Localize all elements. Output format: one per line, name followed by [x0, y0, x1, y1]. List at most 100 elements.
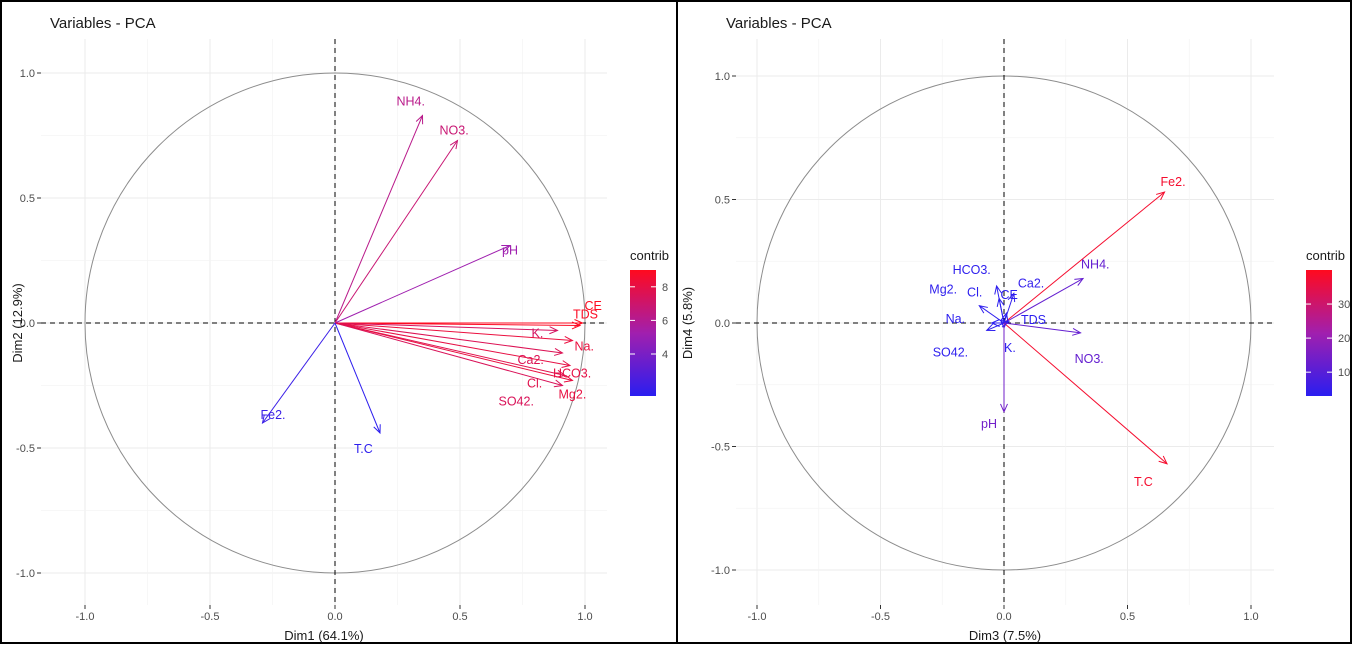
variable-label: SO42. — [499, 395, 534, 409]
loading-arrow — [998, 298, 1005, 324]
loading-arrow — [334, 322, 381, 434]
variable-label: Fe2. — [261, 408, 286, 422]
arrow-head — [563, 374, 574, 383]
loading-arrow — [334, 322, 571, 366]
variable-label: K. — [532, 327, 544, 341]
variable-label: TDS — [573, 308, 598, 322]
loading-arrow — [979, 305, 1005, 324]
chart-title: Variables - PCA — [726, 15, 832, 32]
arrow-head — [415, 114, 424, 125]
variable-label: Mg2. — [559, 388, 587, 402]
x-axis-label: Dim3 (7.5%) — [969, 628, 1041, 643]
chart-panel-right: Variables - PCA -1.0 -0.5 0.0 0.5 1.0 1.0 0.5 0.… — [676, 0, 1352, 644]
variable-label: NH4. — [397, 95, 425, 109]
legend-colorbar — [630, 270, 656, 396]
chart-panel-left: Variables - PCA -1.0 -0.5 0.0 0.5 1.0 1.0 0.5 0.… — [0, 0, 678, 644]
y-axis-label: Dim2 (12.9%) — [10, 283, 25, 362]
arrow-head — [261, 414, 271, 425]
legend-tick-label: 6 — [662, 315, 668, 327]
arrow-head — [553, 379, 564, 388]
loading-arrow — [334, 245, 511, 324]
legend-colorbar — [1306, 270, 1332, 396]
variable-label: NH4. — [1081, 258, 1109, 272]
arrow-head — [561, 360, 572, 369]
y-axis-label: Dim4 (5.8%) — [680, 287, 695, 359]
variable-label: CE — [585, 299, 602, 313]
loading-arrow — [1003, 191, 1165, 324]
variable-label: Na. — [575, 340, 594, 354]
arrow-head — [553, 348, 564, 356]
legend-tick-label: 8 — [662, 282, 668, 294]
x-tick-label: 0.0 — [327, 611, 342, 623]
variable-label: CE — [1000, 288, 1017, 302]
y-tick-label: -1.0 — [16, 568, 35, 580]
variable-label: T.C — [1134, 475, 1153, 489]
variable-label: SO42. — [933, 345, 968, 359]
loading-arrow — [334, 322, 581, 326]
arrow-head — [549, 326, 559, 335]
loading-arrow — [1003, 322, 1168, 465]
x-tick-label: 1.0 — [1243, 611, 1258, 623]
y-tick-label: 0.5 — [20, 193, 35, 205]
loading-arrow — [1003, 278, 1084, 324]
y-tick-label: 0.0 — [20, 318, 35, 330]
x-tick-label: 1.0 — [577, 611, 592, 623]
arrow-head — [1072, 327, 1082, 336]
variable-label: Mg2. — [929, 283, 957, 297]
legend-tick-label: 20 — [1338, 333, 1350, 345]
x-tick-label: -0.5 — [871, 611, 890, 623]
variable-label: TDS — [1021, 313, 1046, 327]
x-tick-label: 0.0 — [996, 611, 1011, 623]
y-tick-label: 1.0 — [20, 68, 35, 80]
y-tick-label: 1.0 — [715, 71, 730, 83]
arrow-head — [994, 284, 1003, 295]
loading-arrow — [334, 322, 563, 386]
variable-label: Fe2. — [1161, 175, 1186, 189]
arrow-head — [571, 321, 582, 330]
variable-label: T.C — [354, 442, 373, 456]
arrow-head — [978, 304, 988, 314]
loading-arrow — [334, 322, 566, 376]
chart-svg-1: Variables - PCA -1.0 -0.5 0.0 0.5 1.0 1.0 0.5 0.… — [10, 15, 669, 643]
y-tick-label: -0.5 — [16, 443, 35, 455]
legend-tick-label: 30 — [1338, 299, 1350, 311]
legend-tick-label: 10 — [1338, 367, 1350, 379]
arrow-head — [1000, 311, 1009, 322]
arrow-head — [501, 244, 512, 253]
loading-arrow — [986, 322, 1005, 331]
arrow-head — [449, 139, 459, 150]
chart-svg-2: Variables - PCA -1.0 -0.5 0.0 0.5 1.0 1.0 0.5 0.… — [680, 15, 1350, 643]
x-tick-label: -0.5 — [201, 611, 220, 623]
y-tick-label: 0.0 — [715, 318, 730, 330]
variable-label: Cl. — [527, 377, 542, 391]
arrow-head — [1156, 191, 1166, 201]
loading-arrow — [1003, 322, 1081, 334]
variable-label: Ca2. — [518, 353, 544, 367]
grid — [41, 39, 607, 605]
loading-arrow — [334, 140, 458, 324]
loading-arrow — [334, 115, 423, 324]
variable-label: HCO3. — [953, 263, 991, 277]
loading-arrow — [334, 322, 558, 331]
legend-title: contrib — [630, 248, 669, 263]
variable-label: NO3. — [1075, 352, 1104, 366]
legend-title: contrib — [1306, 248, 1345, 263]
x-tick-label: -1.0 — [76, 611, 95, 623]
x-tick-label: 0.5 — [1120, 611, 1135, 623]
variable-label: K. — [1004, 341, 1016, 355]
x-tick-label: 0.5 — [452, 611, 467, 623]
arrow-head — [564, 335, 574, 344]
loading-arrow — [262, 322, 336, 424]
variable-label: HCO3. — [553, 367, 591, 381]
arrow-head — [556, 369, 567, 378]
arrow-head — [1074, 277, 1085, 286]
loading-arrow — [334, 322, 563, 354]
arrow-head — [996, 297, 1005, 307]
variable-label: pH — [981, 417, 997, 431]
legend-tick-label: 4 — [662, 349, 668, 361]
variable-label: NO3. — [440, 124, 469, 138]
y-tick-label: -1.0 — [711, 565, 730, 577]
variable-label: Cl. — [967, 285, 982, 299]
arrow-head — [990, 319, 1000, 327]
loading-arrow — [334, 322, 573, 381]
